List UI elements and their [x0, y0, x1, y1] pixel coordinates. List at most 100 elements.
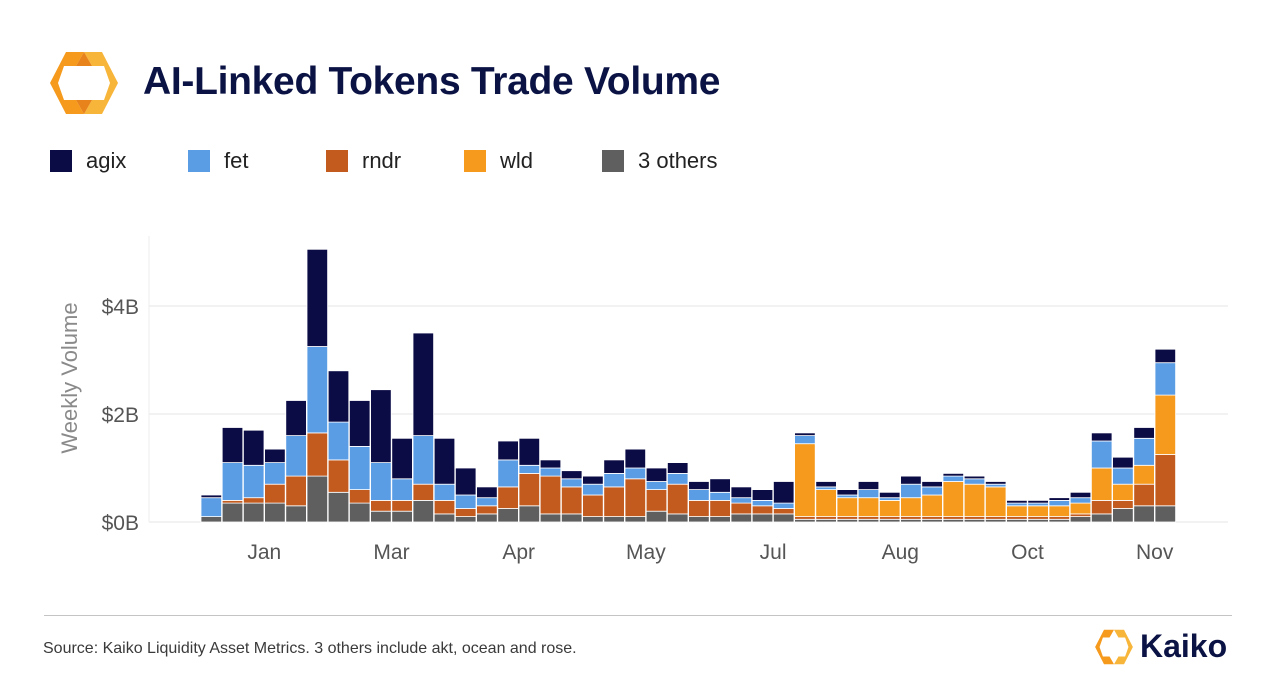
bar-agix-17: [539, 459, 562, 469]
bar-others-4: [264, 502, 286, 523]
bar-rndr-27: [751, 505, 774, 515]
bar-fet-43: [1091, 440, 1113, 469]
legend-label: 3 others: [638, 148, 718, 173]
bar-agix-9: [370, 389, 392, 464]
bar-agix-21: [624, 448, 647, 469]
bar-others-5: [285, 505, 307, 523]
bar-others-43: [1091, 513, 1113, 523]
bar-rndr-7: [327, 459, 350, 493]
y-tick-label: $0B: [102, 512, 139, 535]
bar-fet-22: [645, 481, 668, 491]
chart-title: AI-Linked Tokens Trade Volume: [143, 60, 721, 103]
bar-fet-37: [963, 478, 986, 485]
bar-others-36: [942, 518, 965, 523]
bar-fet-16: [518, 464, 541, 474]
x-tick-label: Oct: [1011, 541, 1044, 564]
bar-agix-29: [794, 432, 816, 436]
bar-wld-29: [794, 443, 816, 518]
bar-rndr-40: [1027, 516, 1049, 520]
bar-others-34: [900, 518, 922, 523]
bar-rndr-21: [624, 478, 647, 517]
bar-rndr-38: [985, 516, 1007, 520]
bar-fet-26: [730, 497, 753, 504]
bar-others-10: [391, 510, 413, 523]
bar-rndr-11: [412, 483, 435, 501]
bar-agix-4: [264, 448, 286, 464]
bar-rndr-15: [497, 486, 519, 509]
bar-agix-36: [942, 472, 965, 477]
x-axis-ticks: Jan Mar Apr May Jul Aug Oct Nov: [247, 541, 1173, 564]
bar-fet-7: [327, 421, 350, 461]
bar-fet-23: [667, 472, 689, 485]
bar-fet-14: [476, 497, 498, 507]
bar-fet-12: [433, 483, 456, 501]
bar-fet-10: [391, 478, 413, 501]
bar-others-14: [476, 513, 498, 523]
bar-others-11: [412, 499, 435, 523]
bar-others-6: [306, 475, 329, 523]
brand-logo: Kaiko: [1094, 626, 1244, 670]
bar-agix-24: [688, 481, 710, 491]
bar-agix-19: [582, 475, 604, 485]
bar-rndr-5: [285, 475, 307, 507]
bar-agix-12: [433, 437, 456, 485]
bar-fet-13: [454, 494, 477, 509]
legend-swatch: [326, 150, 348, 172]
bar-agix-46: [1154, 348, 1177, 364]
legend-swatch: [602, 150, 624, 172]
bar-others-3: [242, 502, 265, 523]
bar-fet-1: [200, 497, 223, 518]
bar-agix-8: [348, 400, 371, 447]
legend-swatch: [464, 150, 486, 172]
bar-rndr-8: [348, 489, 371, 504]
bar-agix-27: [751, 489, 774, 501]
bar-fet-39: [1006, 502, 1028, 507]
bar-wld-38: [985, 486, 1007, 517]
bar-rndr-24: [688, 499, 710, 517]
brand-name: Kaiko: [1140, 628, 1228, 664]
bar-wld-39: [1006, 505, 1028, 517]
bar-others-22: [645, 510, 668, 523]
bar-others-13: [454, 516, 477, 523]
bar-others-8: [348, 502, 371, 523]
bar-wld-35: [921, 494, 943, 518]
bar-fet-25: [709, 491, 731, 501]
x-tick-label: Jul: [760, 541, 787, 564]
bar-agix-25: [709, 478, 731, 493]
bar-rndr-10: [391, 499, 413, 512]
bar-others-28: [773, 513, 795, 523]
bar-rndr-17: [539, 475, 562, 515]
bar-rndr-32: [857, 516, 880, 520]
bar-fet-38: [985, 483, 1007, 488]
bar-agix-41: [1048, 497, 1071, 501]
bar-agix-35: [921, 481, 943, 488]
bar-rndr-12: [433, 499, 456, 515]
bar-fet-34: [900, 483, 922, 499]
bar-fet-2: [221, 462, 244, 501]
bar-others-18: [561, 513, 583, 523]
bar-fet-45: [1133, 437, 1155, 466]
bar-rndr-39: [1006, 516, 1028, 520]
bar-others-32: [857, 518, 880, 523]
bar-wld-36: [942, 481, 965, 517]
kaiko-hexagon-logo-icon: [50, 52, 118, 114]
bar-fet-21: [624, 467, 647, 480]
bar-others-45: [1133, 505, 1155, 523]
bar-wld-34: [900, 497, 922, 518]
bar-wld-43: [1091, 467, 1113, 501]
bar-agix-34: [900, 475, 922, 485]
bar-others-21: [624, 516, 647, 523]
bar-fet-32: [857, 489, 880, 499]
bar-rndr-46: [1154, 454, 1177, 507]
kaiko-brand-logo-icon: [1095, 629, 1133, 665]
bar-fet-6: [306, 346, 329, 434]
bar-agix-23: [667, 462, 689, 474]
y-axis-label: Weekly Volume: [57, 302, 82, 453]
bar-agix-2: [221, 427, 244, 463]
y-axis-ticks: $0B $2B $4B: [102, 296, 139, 535]
bar-rndr-18: [561, 486, 583, 515]
bar-others-42: [1069, 516, 1092, 523]
bar-agix-33: [879, 491, 901, 499]
bar-agix-3: [242, 429, 265, 466]
bar-rndr-45: [1133, 483, 1155, 507]
